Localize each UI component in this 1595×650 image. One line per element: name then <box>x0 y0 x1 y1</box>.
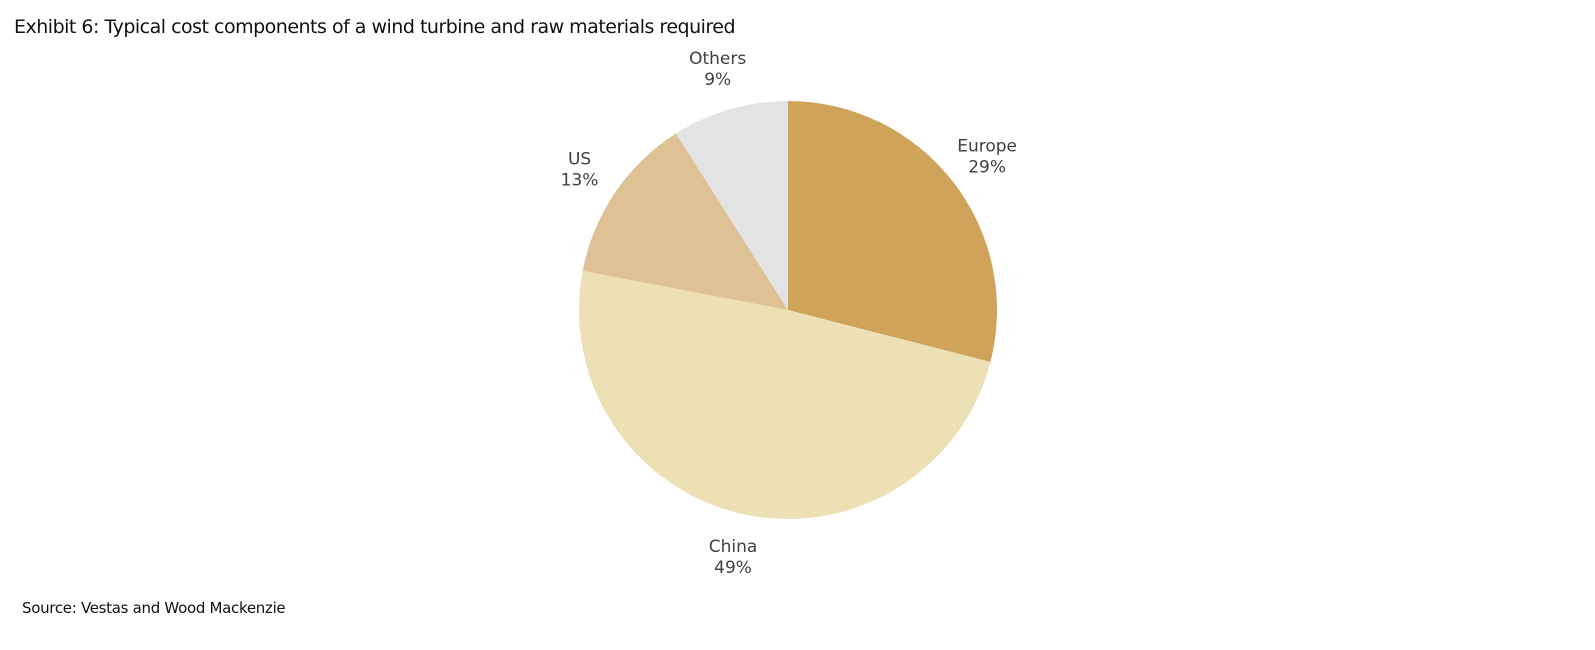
source-note: Source: Vestas and Wood Mackenzie <box>22 599 286 617</box>
slice-value-china: 49% <box>714 558 752 578</box>
slice-label-europe: Europe <box>957 137 1017 157</box>
slice-value-others: 9% <box>704 70 731 90</box>
slice-label-others: Others <box>689 49 746 69</box>
pie-slice-us <box>582 133 788 310</box>
chart-title: Exhibit 6: Typical cost components of a … <box>14 16 736 38</box>
slice-value-us: 13% <box>561 170 599 190</box>
pie-slice-others <box>676 101 788 310</box>
slice-label-us: US <box>568 149 591 169</box>
pie-slice-china <box>579 270 991 519</box>
slice-label-china: China <box>709 537 758 557</box>
pie-slice-europe <box>788 101 998 362</box>
slice-value-europe: 29% <box>968 158 1006 178</box>
